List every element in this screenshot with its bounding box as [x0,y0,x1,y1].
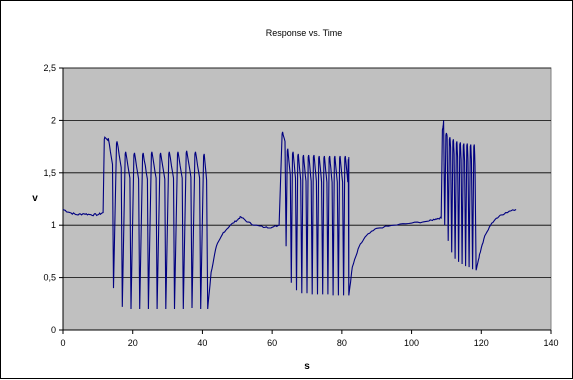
x-axis-label: s [304,361,310,372]
x-tick-label: 80 [337,338,347,348]
y-tick-label: 2 [51,115,56,125]
y-tick-label: 2,5 [43,63,56,73]
series-line-response [62,120,517,310]
x-tick-label: 40 [197,338,207,348]
x-tick-label: 100 [404,338,419,348]
y-tick-label: 1 [51,220,56,230]
y-tick-label: 1,5 [43,168,56,178]
chart-title: Response vs. Time [266,28,343,38]
x-tick-label: 20 [128,338,138,348]
y-tick-label: 0 [51,325,56,335]
x-tick-label: 120 [474,338,489,348]
x-tick-label: 0 [60,338,65,348]
y-tick-labels: 0 0,5 1 1,5 2 2,5 [43,63,56,335]
y-tick-label: 0,5 [43,273,56,283]
axes [59,67,552,334]
x-tick-label: 60 [267,338,277,348]
x-tick-labels: 0 20 40 60 80 100 120 140 [60,338,558,348]
y-axis-label: v [32,193,38,204]
x-tick-label: 140 [543,338,558,348]
